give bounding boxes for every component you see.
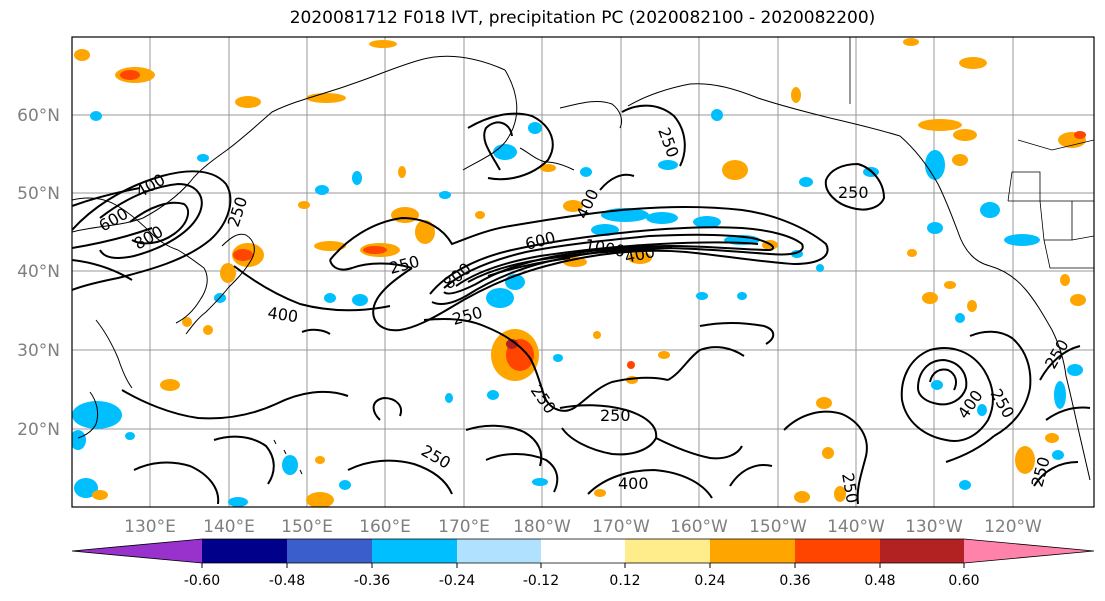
colorbar-segment	[880, 539, 964, 563]
political-borders	[849, 37, 1094, 269]
lat-label: 20°N	[17, 420, 60, 440]
colorbar-tick-label: 0.48	[864, 573, 895, 589]
lat-label: 60°N	[17, 106, 60, 126]
latitude-labels: 60°N 50°N 40°N 30°N 20°N	[17, 106, 60, 440]
colorbar-tick-label: 0.24	[694, 573, 725, 589]
coastlines	[72, 55, 1091, 481]
lon-label: 130°E	[124, 517, 176, 537]
contour-label: 250	[838, 183, 869, 202]
lon-label: 180°W	[513, 517, 571, 537]
colorbar-segment	[710, 539, 795, 563]
colorbar-tick-label: -0.48	[269, 573, 305, 589]
contour-label: 250	[600, 406, 631, 425]
colorbar-tick-label: 0.60	[948, 573, 979, 589]
map-title: 2020081712 F018 IVT, precipitation PC (2…	[289, 8, 876, 28]
colorbar-segment	[541, 539, 625, 563]
colorbar-tick-label: -0.60	[184, 573, 220, 589]
map-frame	[71, 36, 1095, 508]
colorbar-tick-label: 0.12	[609, 573, 640, 589]
lon-label: 160°W	[670, 517, 728, 537]
lon-label: 150°W	[749, 517, 807, 537]
colorbar-segment	[795, 539, 880, 563]
colorbar-extend-high	[964, 539, 1094, 563]
ivt-contours	[72, 104, 1091, 505]
colorbar-tick-label: -0.12	[523, 573, 559, 589]
colorbar-tick-label: -0.24	[439, 573, 475, 589]
colorbar-extend-low	[72, 539, 202, 563]
lon-label: 170°W	[592, 517, 650, 537]
colorbar-tick-label: -0.36	[354, 573, 390, 589]
precipitation-shading	[72, 38, 1086, 507]
lon-label: 140°W	[827, 517, 885, 537]
lat-label: 40°N	[17, 262, 60, 282]
lon-label: 150°E	[281, 517, 333, 537]
colorbar-segment	[457, 539, 541, 563]
contour-label: 400	[266, 303, 299, 326]
colorbar-segment	[372, 539, 457, 563]
lon-label: 140°E	[203, 517, 255, 537]
colorbar-segment	[202, 539, 287, 563]
lat-label: 30°N	[17, 341, 60, 361]
colorbar-segment	[625, 539, 710, 563]
colorbar-tick-label: 0.36	[779, 573, 810, 589]
lon-label: 160°E	[359, 517, 411, 537]
lon-label: 120°W	[984, 517, 1042, 537]
colorbar: -0.60 -0.48 -0.36 -0.24 -0.12 0.12 0.24 …	[71, 538, 1095, 589]
lon-label: 170°E	[438, 517, 490, 537]
contour-label: 400	[618, 474, 649, 493]
lat-label: 50°N	[17, 184, 60, 204]
longitude-labels: 130°E 140°E 150°E 160°E 170°E 180°W 170°…	[124, 517, 1042, 537]
colorbar-segment	[287, 539, 372, 563]
lon-label: 130°W	[905, 517, 963, 537]
